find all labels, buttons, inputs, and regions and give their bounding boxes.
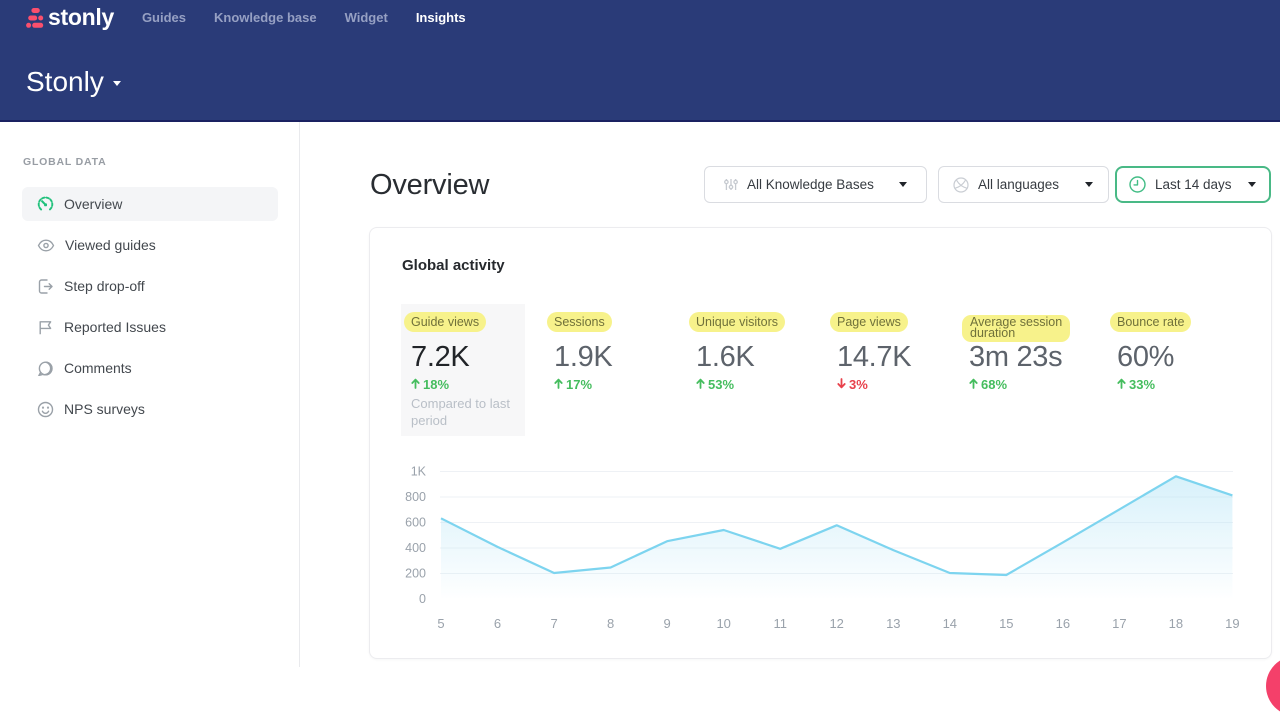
svg-text:200: 200 (405, 567, 426, 581)
svg-text:8: 8 (607, 616, 614, 631)
svg-text:13: 13 (886, 616, 900, 631)
svg-text:7: 7 (550, 616, 557, 631)
svg-text:5: 5 (437, 616, 444, 631)
svg-text:6: 6 (494, 616, 501, 631)
svg-text:16: 16 (1056, 616, 1070, 631)
svg-text:0: 0 (419, 592, 426, 606)
svg-text:9: 9 (663, 616, 670, 631)
svg-text:800: 800 (405, 490, 426, 504)
svg-text:14: 14 (943, 616, 957, 631)
svg-text:11: 11 (773, 616, 787, 631)
svg-text:600: 600 (405, 516, 426, 530)
svg-text:15: 15 (999, 616, 1013, 631)
svg-text:17: 17 (1112, 616, 1126, 631)
svg-text:400: 400 (405, 541, 426, 555)
svg-text:18: 18 (1169, 616, 1183, 631)
svg-text:12: 12 (829, 616, 843, 631)
svg-text:1K: 1K (411, 465, 427, 479)
svg-text:10: 10 (716, 616, 730, 631)
svg-text:19: 19 (1225, 616, 1239, 631)
